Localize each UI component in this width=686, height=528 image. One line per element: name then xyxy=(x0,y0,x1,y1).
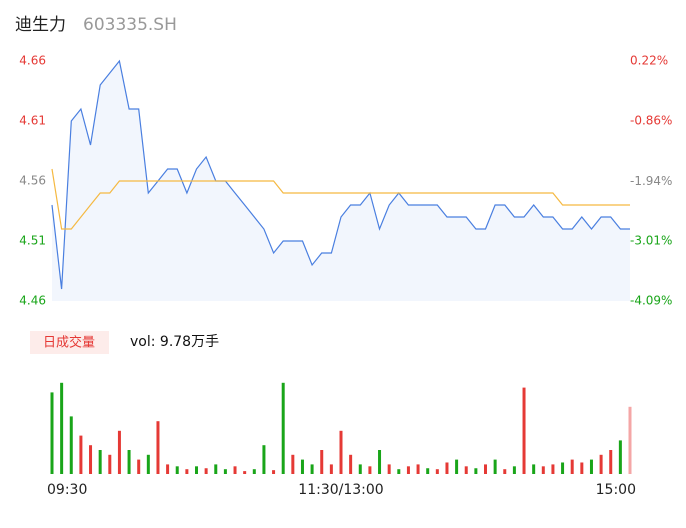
volume-bar xyxy=(339,430,343,474)
y-tick-label: 4.46 xyxy=(19,294,46,308)
volume-bar xyxy=(397,469,401,474)
volume-bar xyxy=(300,459,304,474)
volume-bar xyxy=(599,454,603,474)
y-tick-label: 4.56 xyxy=(19,174,46,188)
volume-bar xyxy=(406,466,410,474)
x-tick-label: 11:30/13:00 xyxy=(298,482,383,498)
volume-bar xyxy=(435,469,439,474)
volume-bar xyxy=(310,464,314,474)
volume-bar xyxy=(195,466,198,474)
volume-bar xyxy=(79,435,83,474)
volume-bar xyxy=(589,459,593,474)
y2-tick-label: -3.01% xyxy=(630,233,672,247)
volume-bar xyxy=(204,468,208,474)
volume-bar xyxy=(137,459,141,474)
volume-bar xyxy=(89,445,93,474)
volume-bar xyxy=(522,387,526,474)
volume-bar xyxy=(368,466,372,474)
volume-bar xyxy=(349,454,353,474)
volume-bar xyxy=(98,450,102,474)
volume-total: vol: 9.78万手 xyxy=(130,334,219,350)
volume-bar xyxy=(484,464,487,474)
volume-bar xyxy=(156,421,160,474)
y2-tick-label: 0.22% xyxy=(630,54,668,68)
volume-bar xyxy=(281,382,285,474)
price-area xyxy=(52,61,630,301)
y-tick-label: 4.61 xyxy=(19,114,46,128)
volume-label: 日成交量 xyxy=(43,335,95,351)
volume-bar xyxy=(503,469,507,474)
volume-bar xyxy=(474,468,478,474)
volume-bar xyxy=(127,450,131,474)
volume-bar xyxy=(262,445,266,474)
volume-bar xyxy=(609,450,613,474)
volume-bar xyxy=(512,466,516,474)
volume-bar xyxy=(60,382,64,474)
x-tick-label: 15:00 xyxy=(596,482,636,498)
volume-bar xyxy=(378,450,382,474)
volume-bar xyxy=(50,392,54,474)
volume-bar xyxy=(243,471,247,474)
volume-bar xyxy=(175,466,179,474)
volume-bar xyxy=(551,464,555,474)
volume-bar xyxy=(416,464,420,474)
volume-bar xyxy=(455,459,459,474)
volume-bar xyxy=(108,454,112,474)
volume-bar xyxy=(561,462,565,474)
volume-bar xyxy=(146,454,150,474)
y2-tick-label: -4.09% xyxy=(630,294,672,308)
volume-bar xyxy=(166,464,170,474)
volume-bar xyxy=(541,466,545,474)
volume-bar xyxy=(69,416,73,474)
volume-bar xyxy=(532,464,536,474)
y2-tick-label: -0.86% xyxy=(630,114,672,128)
volume-bar xyxy=(185,469,189,474)
volume-bar xyxy=(445,462,449,474)
volume-bar xyxy=(223,469,227,474)
volume-label-bg xyxy=(30,331,109,354)
volume-bar xyxy=(426,468,430,474)
volume-bar xyxy=(214,464,218,474)
y-tick-label: 4.51 xyxy=(19,234,46,248)
volume-bar xyxy=(387,464,391,474)
y-tick-label: 4.66 xyxy=(19,54,46,68)
stock-code: 603335.SH xyxy=(83,15,177,35)
volume-bar xyxy=(580,462,584,474)
volume-bar xyxy=(252,469,256,474)
volume-bar xyxy=(117,430,121,474)
volume-bar xyxy=(493,459,497,474)
volume-bar xyxy=(464,466,468,474)
y2-tick-label: -1.94% xyxy=(630,174,672,188)
average-line xyxy=(51,168,630,230)
price-line xyxy=(51,59,630,290)
volume-bar xyxy=(570,459,574,474)
volume-bar xyxy=(618,440,622,474)
volume-bar xyxy=(320,450,324,474)
volume-bar xyxy=(233,466,237,474)
volume-bar xyxy=(329,464,333,474)
volume-bar xyxy=(628,406,632,474)
stock-name: 迪生力 xyxy=(15,15,66,35)
x-tick-label: 09:30 xyxy=(47,482,87,498)
volume-bar xyxy=(358,464,362,474)
volume-bar xyxy=(291,454,295,474)
volume-bar xyxy=(272,470,276,474)
